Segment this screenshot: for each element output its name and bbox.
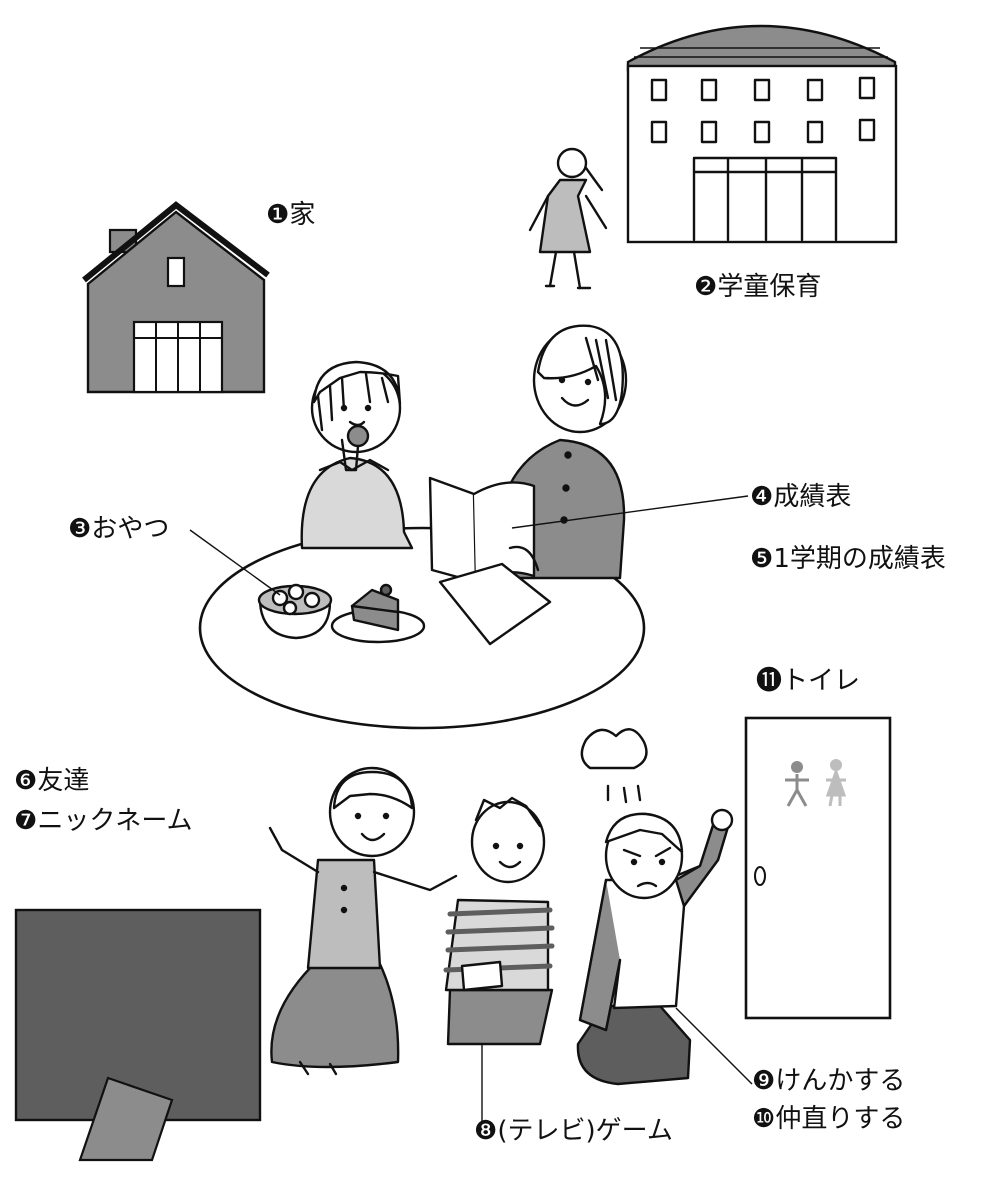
school-building <box>626 24 898 244</box>
toilet-door <box>744 716 892 1020</box>
label-quarrel: ❾けんかする <box>752 1066 905 1096</box>
number-badge: ❺ <box>750 544 774 574</box>
label-house: ❶家 <box>266 200 315 230</box>
label-text: 友達 <box>37 766 90 796</box>
label-friend: ❻友達 <box>14 766 89 796</box>
label-nickname: ❼ニックネーム <box>14 806 193 836</box>
label-text: おやつ <box>91 514 170 544</box>
kid-boy-angry <box>576 728 734 1086</box>
kid-boy-with-controller <box>443 796 555 1046</box>
label-toilet: ⓫トイレ <box>756 666 860 696</box>
label-report-card: ❹成績表 <box>750 482 851 512</box>
tv-monitor <box>14 908 262 1162</box>
number-badge: ❻ <box>14 766 38 796</box>
number-badge: ❸ <box>68 514 92 544</box>
label-tv-game: ❽(テレビ)ゲーム <box>474 1116 673 1146</box>
cake <box>330 583 426 644</box>
label-text: 学童保育 <box>717 272 822 302</box>
kid-girl-cheering <box>268 766 458 1076</box>
woman-reading <box>428 324 628 646</box>
number-badge: ❷ <box>694 272 718 302</box>
girl-eating <box>300 360 414 550</box>
snack-bowl <box>257 583 333 640</box>
label-first-term-report: ❺1学期の成績表 <box>750 544 946 574</box>
label-gakudo: ❷学童保育 <box>694 272 821 302</box>
label-text: トイレ <box>782 666 861 696</box>
label-make-up: ❿仲直りする <box>752 1104 905 1134</box>
house-drawing <box>82 201 270 394</box>
number-badge: ⓫ <box>756 666 783 696</box>
label-text: 家 <box>289 200 316 230</box>
walking-girl <box>528 147 608 290</box>
number-badge: ❹ <box>750 482 774 512</box>
label-text: 仲直りする <box>775 1104 906 1134</box>
number-badge: ❼ <box>14 806 38 836</box>
number-badge: ❽ <box>474 1116 498 1146</box>
number-badge: ❿ <box>752 1104 776 1134</box>
label-text: 成績表 <box>773 482 852 512</box>
label-snack: ❸おやつ <box>68 514 169 544</box>
label-text: 1学期の成績表 <box>773 544 946 574</box>
label-text: ニックネーム <box>37 806 193 836</box>
number-badge: ❾ <box>752 1066 776 1096</box>
label-text: (テレビ)ゲーム <box>497 1116 673 1146</box>
label-text: けんかする <box>775 1066 906 1096</box>
number-badge: ❶ <box>266 200 290 230</box>
